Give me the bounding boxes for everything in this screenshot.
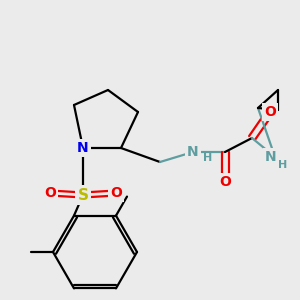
Text: O: O [264,105,276,119]
Text: N: N [265,150,277,164]
Text: N: N [187,145,199,159]
Text: O: O [44,186,56,200]
Text: N: N [77,141,89,155]
Text: O: O [219,175,231,189]
Text: O: O [110,186,122,200]
Text: S: S [77,188,88,202]
Text: H: H [203,153,212,163]
Text: H: H [278,160,288,170]
